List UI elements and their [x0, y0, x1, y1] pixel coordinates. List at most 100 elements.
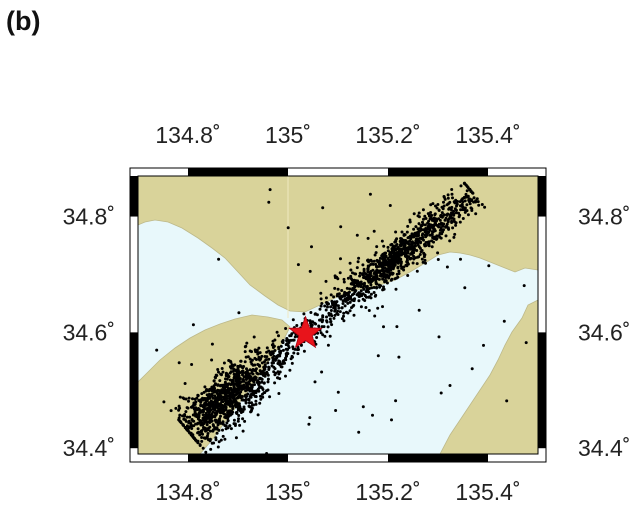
aftershock-dot — [205, 403, 209, 407]
aftershock-dot — [276, 376, 279, 380]
aftershock-dot — [234, 379, 238, 383]
aftershock-dot — [418, 253, 422, 256]
aftershock-dot — [315, 336, 319, 339]
aftershock-dot — [232, 397, 235, 401]
aftershock-dot — [412, 227, 416, 231]
aftershock-dot — [291, 347, 295, 351]
aftershock-dot — [346, 311, 350, 315]
aftershock-dot — [366, 269, 370, 273]
aftershock-dot — [267, 366, 271, 370]
aftershock-dot — [522, 284, 526, 288]
aftershock-dot — [482, 343, 485, 347]
aftershock-dot — [367, 295, 371, 299]
aftershock-dot — [436, 251, 440, 255]
aftershock-dot — [190, 424, 194, 428]
aftershock-dot — [196, 441, 200, 445]
aftershock-dot — [405, 230, 409, 234]
aftershock-dot — [387, 265, 391, 269]
aftershock-dot — [218, 384, 222, 388]
aftershock-dot — [241, 410, 245, 413]
aftershock-dot — [251, 368, 255, 371]
aftershock-dot — [234, 436, 238, 440]
aftershock-dot — [358, 274, 362, 278]
aftershock-dot — [199, 422, 203, 426]
aftershock-dot — [382, 274, 386, 278]
aftershock-dot — [444, 234, 448, 238]
aftershock-dot — [346, 291, 350, 295]
aftershock-dot — [242, 375, 246, 379]
aftershock-dot — [203, 385, 207, 389]
aftershock-dot — [237, 380, 241, 384]
aftershock-dot — [417, 237, 420, 241]
aftershock-dot — [323, 334, 327, 338]
aftershock-dot — [342, 280, 346, 284]
aftershock-dot — [380, 268, 384, 272]
aftershock-dot — [222, 361, 226, 365]
aftershock-dot — [246, 371, 250, 375]
aftershock-dot — [208, 396, 212, 400]
aftershock-dot — [284, 327, 288, 330]
aftershock-dot — [224, 406, 228, 409]
aftershock-dot — [219, 438, 223, 442]
aftershock-dot — [460, 198, 464, 202]
aftershock-dot — [212, 404, 216, 408]
aftershock-dot — [341, 302, 345, 305]
aftershock-dot — [247, 382, 251, 386]
aftershock-dot — [250, 385, 254, 389]
aftershock-dot — [441, 224, 445, 228]
aftershock-dot — [415, 269, 419, 273]
aftershock-dot — [220, 403, 224, 407]
aftershock-dot — [241, 379, 245, 383]
aftershock-dot — [381, 288, 385, 292]
aftershock-dot — [466, 213, 470, 217]
aftershock-dot — [250, 401, 253, 405]
aftershock-dot — [277, 361, 281, 365]
aftershock-dot — [221, 409, 225, 413]
aftershock-dot — [423, 244, 427, 248]
aftershock-dot — [213, 415, 217, 419]
aftershock-dot — [423, 253, 427, 257]
aftershock-dot — [286, 226, 290, 230]
aftershock-dot — [225, 402, 229, 406]
aftershock-dot — [324, 296, 328, 300]
aftershock-dot — [238, 371, 242, 375]
aftershock-dot — [398, 249, 402, 253]
aftershock-dot — [227, 388, 231, 392]
aftershock-dot — [308, 416, 312, 420]
panel-label: (b) — [6, 6, 41, 36]
aftershock-dot — [212, 379, 216, 383]
aftershock-dot — [386, 245, 390, 249]
aftershock-dot — [438, 218, 442, 222]
aftershock-dot — [360, 294, 363, 298]
aftershock-dot — [397, 256, 401, 260]
aftershock-dot — [200, 439, 204, 443]
aftershock-dot — [343, 304, 347, 308]
aftershock-dot — [321, 206, 325, 210]
aftershock-dot — [238, 409, 242, 413]
aftershock-dot — [277, 392, 281, 395]
aftershock-dot — [223, 392, 227, 396]
aftershock-dot — [319, 297, 323, 301]
aftershock-dot — [185, 406, 189, 410]
aftershock-dot — [190, 405, 194, 409]
aftershock-dot — [218, 403, 222, 407]
aftershock-dot — [179, 420, 183, 424]
aftershock-dot — [253, 383, 256, 387]
aftershock-dot — [231, 364, 235, 368]
aftershock-dot — [350, 282, 354, 286]
aftershock-dot — [235, 401, 239, 405]
aftershock-dot — [338, 271, 342, 275]
aftershock-dot — [196, 415, 200, 419]
aftershock-dot — [258, 394, 262, 398]
aftershock-dot — [435, 224, 439, 227]
aftershock-dot — [286, 338, 290, 342]
aftershock-dot — [224, 377, 227, 381]
aftershock-dot — [253, 356, 257, 360]
aftershock-dot — [309, 322, 313, 326]
aftershock-dot — [434, 217, 438, 221]
aftershock-dot — [258, 369, 262, 373]
aftershock-dot — [225, 421, 229, 425]
aftershock-dot — [205, 388, 209, 391]
aftershock-dot — [364, 306, 368, 309]
